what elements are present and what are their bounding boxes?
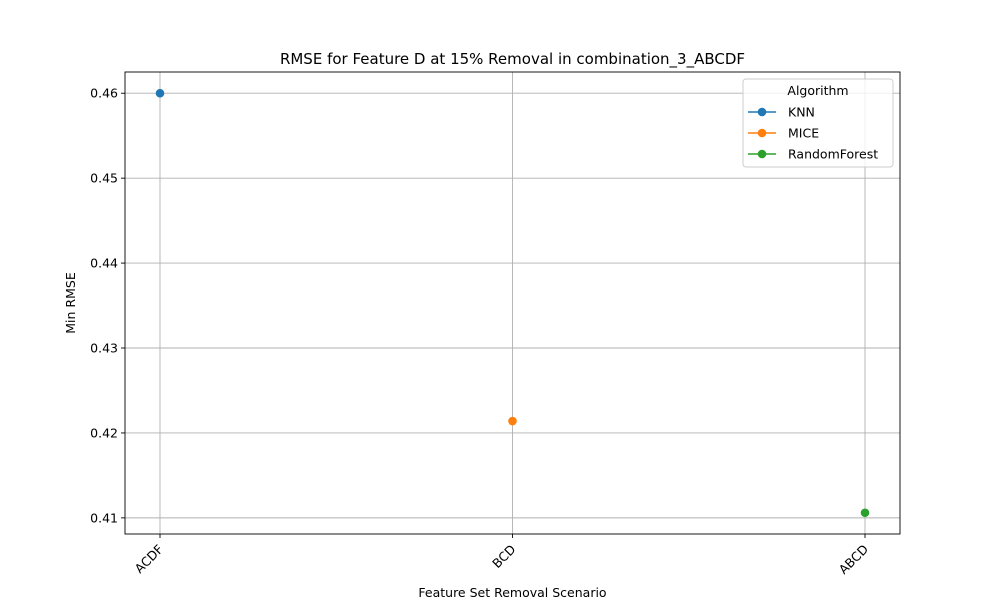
y-tick-label: 0.45 — [90, 171, 118, 186]
legend-label: MICE — [788, 126, 819, 141]
legend-label: RandomForest — [788, 147, 878, 162]
y-tick-label: 0.44 — [90, 256, 118, 271]
data-point — [860, 508, 870, 518]
y-tick-label: 0.41 — [90, 510, 118, 525]
data-point — [155, 88, 165, 98]
grid-layer — [125, 72, 900, 534]
y-tick-label: 0.42 — [90, 425, 118, 440]
y-axis-label: Min RMSE — [63, 272, 78, 334]
chart-title: RMSE for Feature D at 15% Removal in com… — [280, 50, 745, 69]
legend-box — [742, 78, 894, 168]
series-layer — [155, 88, 870, 518]
legend-marker — [757, 128, 767, 138]
legend-label: KNN — [788, 105, 815, 120]
y-tick-label: 0.43 — [90, 341, 118, 356]
y-tick-label: 0.46 — [90, 86, 118, 101]
legend-marker — [757, 107, 767, 117]
data-point — [508, 416, 517, 426]
legend: Algorithm KNN MICE RandomForest — [742, 78, 894, 168]
legend-marker — [757, 149, 767, 159]
legend-entries: KNN MICE RandomForest — [748, 105, 878, 162]
x-axis-label: Feature Set Removal Scenario — [418, 585, 606, 600]
legend-title: Algorithm — [787, 83, 848, 98]
